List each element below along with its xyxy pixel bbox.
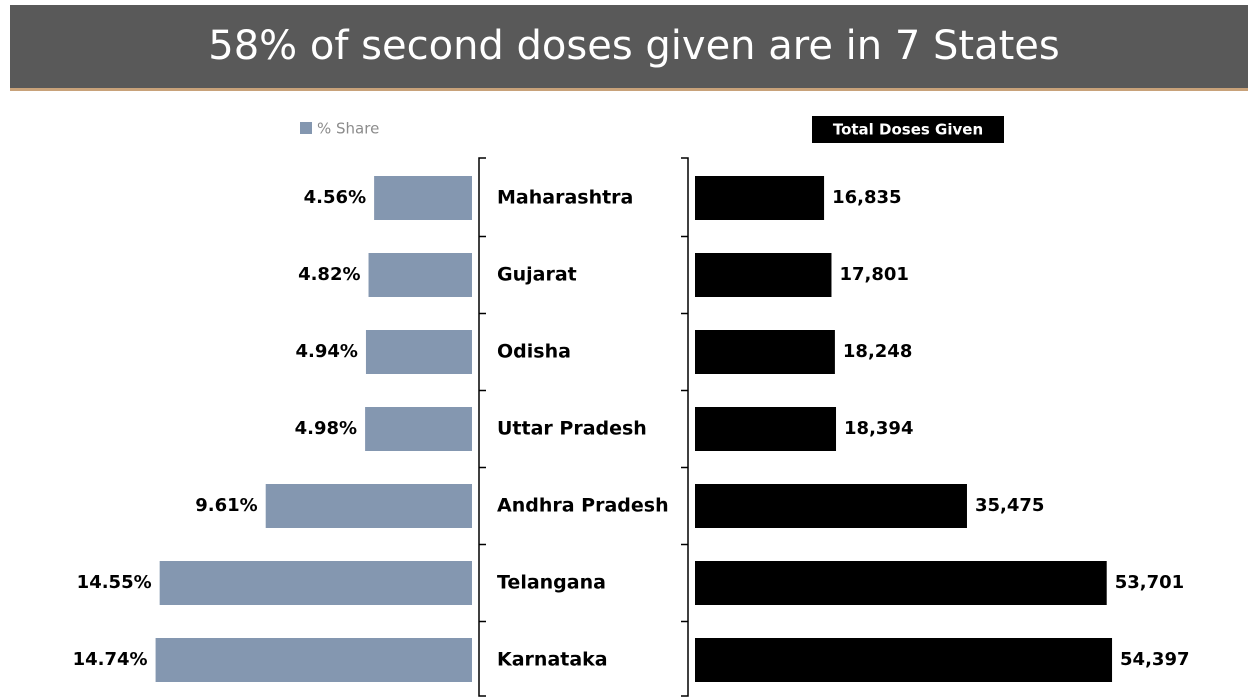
legend-box [812, 116, 1004, 143]
category-label: Karnataka [497, 649, 608, 671]
value-label: 16,835 [832, 187, 901, 208]
bar [365, 330, 472, 374]
bar [368, 253, 472, 297]
value-label: 18,248 [843, 341, 912, 362]
legend-label: % Share [317, 120, 379, 138]
value-label: 18,394 [844, 418, 913, 439]
bar [695, 330, 835, 374]
left-bracket [478, 157, 486, 697]
category-label: Uttar Pradesh [497, 418, 647, 440]
bar [265, 484, 472, 528]
value-label: 4.98% [295, 418, 357, 439]
bar [159, 561, 472, 605]
header-rule [10, 88, 1248, 91]
value-label: 4.82% [298, 264, 360, 285]
bar [695, 407, 837, 451]
value-label: 35,475 [975, 495, 1044, 516]
legend-label: Total Doses Given [833, 121, 983, 139]
value-label: 14.74% [73, 649, 148, 670]
value-label: 4.94% [296, 341, 358, 362]
category-label: Odisha [497, 341, 571, 363]
category-label: Gujarat [497, 264, 577, 286]
category-label: Andhra Pradesh [497, 495, 669, 517]
value-label: 54,397 [1120, 649, 1189, 670]
legend-swatch [300, 122, 312, 134]
value-label: 53,701 [1115, 572, 1184, 593]
value-label: 9.61% [195, 495, 257, 516]
value-label: 4.56% [304, 187, 366, 208]
bar [695, 638, 1113, 682]
bar [155, 638, 472, 682]
category-label: Telangana [497, 572, 606, 594]
bar [365, 407, 472, 451]
header-bar [10, 5, 1248, 88]
value-label: 17,801 [839, 264, 908, 285]
category-label: Maharashtra [497, 187, 633, 209]
bar [695, 561, 1107, 605]
bar [695, 253, 832, 297]
value-label: 14.55% [77, 572, 152, 593]
bar [374, 176, 472, 220]
bar [695, 484, 967, 528]
page-title: 58% of second doses given are in 7 State… [208, 23, 1059, 69]
bracket-ticks [479, 235, 688, 623]
category-brackets [478, 157, 689, 697]
right-bracket [681, 157, 689, 697]
bar [695, 176, 825, 220]
